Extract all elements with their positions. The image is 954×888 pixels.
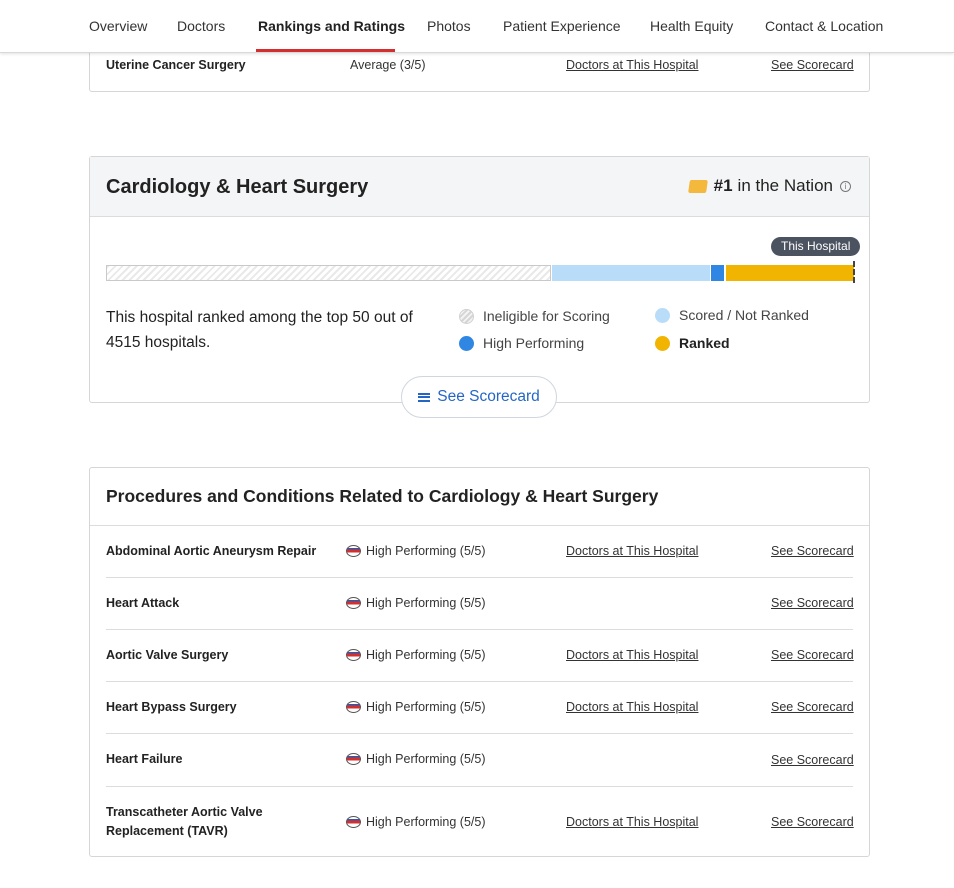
rating-label: High Performing (5/5) [366,752,486,766]
see-scorecard-label: See Scorecard [437,388,540,405]
legend-label: Ranked [679,335,730,351]
see-scorecard-link[interactable]: See Scorecard [771,544,854,558]
procedure-rating: High Performing (5/5) [346,752,486,766]
tab-rankings-and-ratings[interactable]: Rankings and Ratings [258,18,406,34]
legend-label: Ineligible for Scoring [483,308,610,324]
specialty-header: Cardiology & Heart Surgery #1 in the Nat… [90,157,869,217]
rating-label: High Performing (5/5) [366,596,486,610]
high-performing-icon [346,649,361,661]
legend-high-performing: High Performing [459,335,584,351]
light-blue-dot-icon [655,307,670,323]
procedure-row: Transcatheter Aortic Valve Replacement (… [106,787,854,857]
see-scorecard-link[interactable]: See Scorecard [771,700,854,714]
see-scorecard-link[interactable]: See Scorecard [771,596,854,610]
bar-ranked [726,265,854,281]
legend-ineligible: Ineligible for Scoring [459,308,610,324]
procedure-rating: High Performing (5/5) [346,544,486,558]
doctors-at-hospital-link[interactable]: Doctors at This Hospital [566,58,699,72]
procedure-name-line2: Replacement (TAVR) [106,824,228,838]
rating-label: High Performing (5/5) [366,648,486,662]
procedure-row: Heart Failure High Performing (5/5) See … [106,734,854,787]
ranking-summary: This hospital ranked among the top 50 ou… [106,309,413,351]
high-performing-icon [346,701,361,713]
high-performing-icon [346,597,361,609]
procedure-rating: Average (3/5) [350,58,426,72]
tab-overview[interactable]: Overview [89,18,148,34]
rank-number: #1 [713,176,733,195]
high-performing-icon [346,753,361,765]
procedure-name-line1: Transcatheter Aortic Valve [106,805,263,819]
procedure-row: Heart Bypass Surgery High Performing (5/… [106,682,854,734]
procedure-name: Heart Bypass Surgery [106,700,237,714]
procedure-rating: High Performing (5/5) [346,648,486,662]
procedure-rating: High Performing (5/5) [346,815,486,829]
procedures-card: Procedures and Conditions Related to Car… [89,467,870,857]
tab-patient-experience[interactable]: Patient Experience [503,18,621,34]
this-hospital-marker-label: This Hospital [771,237,861,256]
see-scorecard-link[interactable]: See Scorecard [771,648,854,662]
ribbon-icon [687,179,708,193]
bar-high-performing [711,265,724,281]
high-performing-icon [346,816,361,828]
rating-label: High Performing (5/5) [366,544,486,558]
doctors-at-hospital-link[interactable]: Doctors at This Hospital [566,544,699,558]
procedure-name: Heart Attack [106,596,180,610]
info-icon[interactable]: i [840,180,851,192]
list-icon [418,392,431,402]
procedure-name: Abdominal Aortic Aneurysm Repair [106,544,317,558]
see-scorecard-button[interactable]: See Scorecard [401,376,557,418]
rating-label: High Performing (5/5) [366,815,486,829]
gold-dot-icon [655,335,670,351]
high-performing-icon [346,545,361,557]
procedure-rating: High Performing (5/5) [346,700,486,714]
see-scorecard-link[interactable]: See Scorecard [771,815,854,829]
rating-label: High Performing (5/5) [366,700,486,714]
procedure-row: Aortic Valve Surgery High Performing (5/… [106,630,854,682]
legend-ranked: Ranked [655,335,730,351]
procedures-title: Procedures and Conditions Related to Car… [106,486,659,506]
procedure-name: Aortic Valve Surgery [106,648,229,662]
procedure-name: Uterine Cancer Surgery [106,58,246,72]
divider [90,525,869,526]
doctors-at-hospital-link[interactable]: Doctors at This Hospital [566,815,699,829]
procedure-name: Heart Failure [106,752,183,766]
tab-photos[interactable]: Photos [427,18,471,34]
bar-ineligible [106,265,551,281]
legend-label: High Performing [483,335,585,351]
tab-doctors[interactable]: Doctors [177,18,226,34]
rank-suffix: in the Nation [737,176,833,195]
national-rank: #1 in the Nation i [687,176,851,196]
procedure-row: Heart Attack High Performing (5/5) See S… [106,578,854,630]
see-scorecard-link[interactable]: See Scorecard [771,58,854,72]
bar-scored-not-ranked [552,265,710,281]
procedure-row: Abdominal Aortic Aneurysm Repair High Pe… [106,526,854,578]
legend-scored: Scored / Not Ranked [655,307,809,323]
specialty-title: Cardiology & Heart Surgery [106,176,369,198]
legend-label: Scored / Not Ranked [679,307,809,323]
tab-contact-location[interactable]: Contact & Location [765,18,884,34]
active-tab-indicator [256,49,395,52]
section-nav: Overview Doctors Rankings and Ratings Ph… [0,0,954,53]
doctors-at-hospital-link[interactable]: Doctors at This Hospital [566,648,699,662]
hatched-dot-icon [459,308,474,324]
blue-dot-icon [459,335,474,351]
specialty-card: Cardiology & Heart Surgery #1 in the Nat… [89,156,870,403]
procedure-rating: High Performing (5/5) [346,596,486,610]
tab-health-equity[interactable]: Health Equity [650,18,734,34]
see-scorecard-link[interactable]: See Scorecard [771,753,854,767]
doctors-at-hospital-link[interactable]: Doctors at This Hospital [566,700,699,714]
this-hospital-marker [853,261,855,283]
